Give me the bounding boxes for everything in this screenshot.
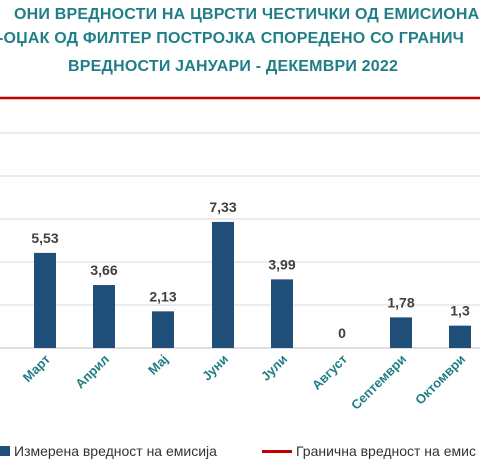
category-label-2: Мај [145, 352, 171, 378]
bar-7 [449, 325, 471, 348]
bar-0 [34, 252, 56, 348]
title-line-3: ВРЕДНОСТИ ЈАНУАРИ - ДЕКЕМВРИ 2022 [68, 58, 399, 75]
title-line-1: ОНИ ВРЕДНОСТИ НА ЦВРСТИ ЧЕСТИЧКИ ОД ЕМИС… [14, 6, 480, 23]
bar-4 [271, 279, 293, 348]
legend-swatch-limit [262, 450, 292, 453]
bar-2 [152, 311, 174, 348]
bar-6 [390, 317, 412, 348]
category-label-1: Април [72, 352, 112, 392]
bar-3 [212, 221, 234, 348]
legend-swatch-measured [0, 446, 10, 456]
chart-plot: 5,53 Март 3,66 Април 2,13 Мај 7,33 Јуни 3,99 Јули… [0, 96, 480, 413]
value-label-0: 5,53 [31, 230, 58, 246]
value-label-7: 1,3 [450, 303, 470, 319]
category-label-4: Јули [258, 352, 290, 384]
category-label-7: Октомври [412, 352, 468, 408]
value-label-4: 3,99 [268, 256, 295, 272]
category-label-3: Јуни [199, 352, 231, 384]
value-label-5: 0 [338, 325, 346, 341]
category-label-6: Септември [348, 352, 409, 413]
value-label-2: 2,13 [149, 288, 176, 304]
category-label-0: Март [20, 352, 53, 385]
bar-1 [93, 285, 115, 348]
value-label-3: 7,33 [209, 199, 236, 215]
value-label-1: 3,66 [90, 262, 117, 278]
legend-label-measured: Измерена вредност на емисија [14, 443, 217, 459]
value-label-6: 1,78 [387, 294, 414, 310]
title-line-2: -ОЏАК ОД ФИЛТЕР ПОСТРОЈКА СПОРЕДЕНО СО Г… [0, 30, 465, 47]
legend-label-limit: Гранична вредност на емис [296, 443, 476, 459]
legend: Измерена вредност на емисија Гранична вр… [0, 437, 480, 467]
category-label-5: Август [309, 352, 350, 393]
